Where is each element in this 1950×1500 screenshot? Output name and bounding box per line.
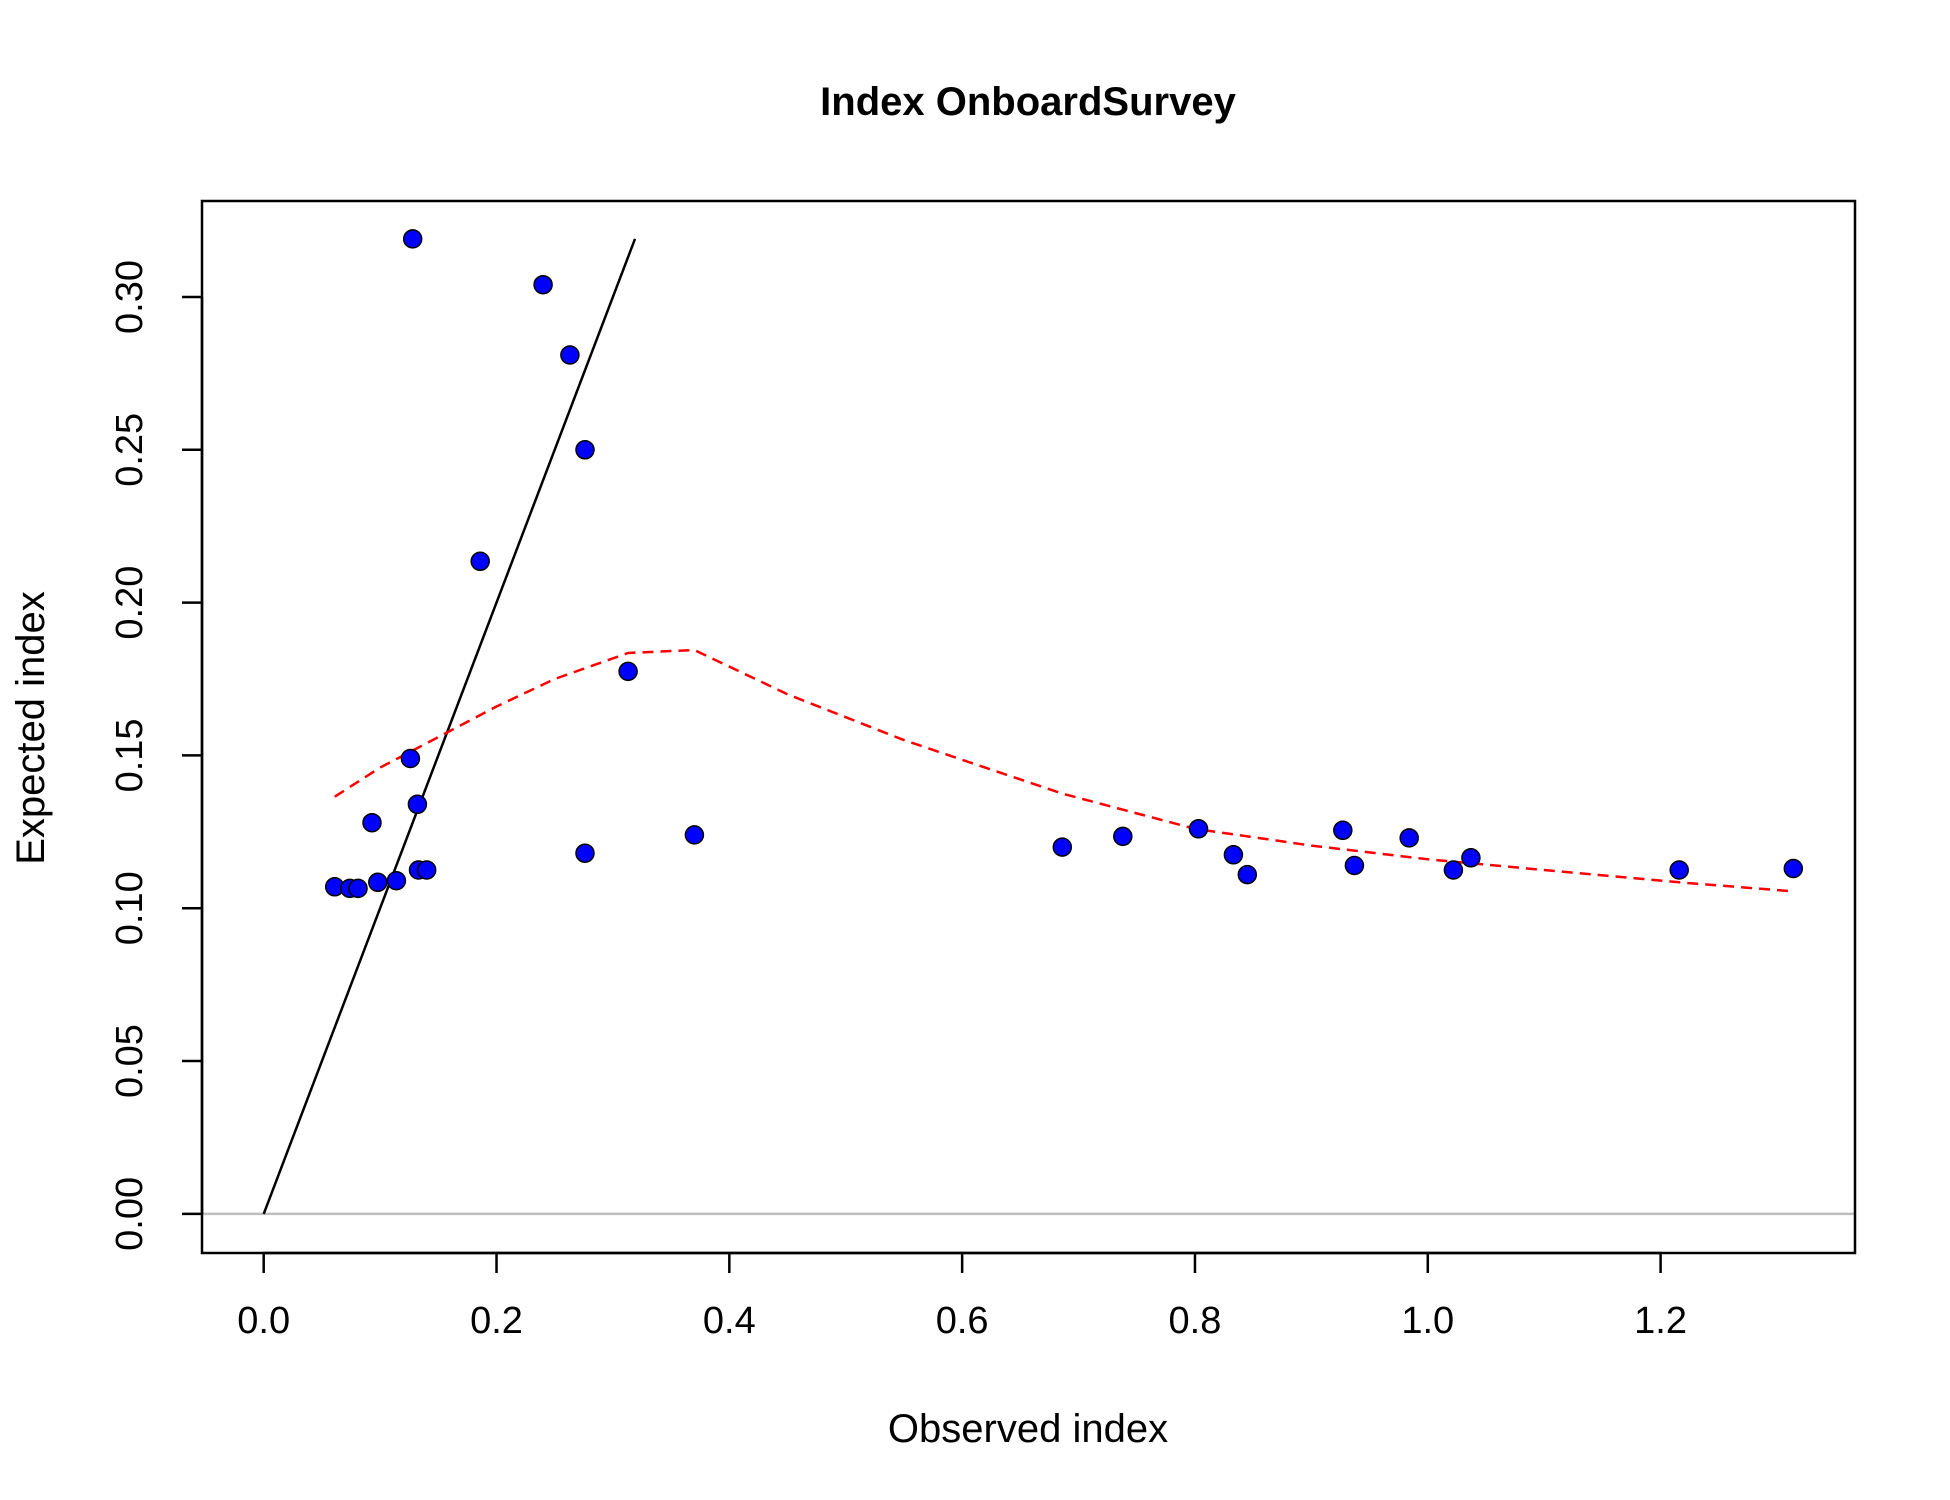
- data-point: [1461, 848, 1481, 868]
- y-tick-label: 0.00: [109, 1177, 151, 1251]
- data-point: [1113, 826, 1133, 847]
- data-point: [575, 440, 595, 460]
- y-tick-label: 0.10: [109, 871, 151, 945]
- data-point: [407, 794, 428, 815]
- data-point: [368, 872, 388, 893]
- data-point: [400, 748, 421, 769]
- data-point: [1237, 864, 1258, 885]
- data-point: [470, 551, 490, 572]
- y-tick-label: 0.05: [109, 1024, 151, 1098]
- data-point: [560, 345, 580, 365]
- x-tick-label: 0.4: [703, 1300, 756, 1342]
- x-tick-label: 0.0: [237, 1300, 290, 1342]
- x-tick-label: 1.2: [1634, 1300, 1687, 1342]
- x-tick-label: 0.6: [936, 1300, 989, 1342]
- data-point: [1399, 828, 1419, 848]
- data-point: [1223, 845, 1244, 865]
- data-point: [1443, 860, 1464, 880]
- x-tick-label: 0.8: [1169, 1300, 1222, 1342]
- data-point: [618, 661, 638, 682]
- data-point: [1669, 860, 1689, 880]
- x-tick-label: 0.2: [470, 1300, 523, 1342]
- data-point: [1333, 820, 1353, 841]
- data-point: [362, 812, 382, 833]
- y-axis-label: Expected index: [9, 591, 53, 865]
- data-point: [575, 843, 595, 863]
- chart-title: Index OnboardSurvey: [820, 80, 1236, 124]
- y-tick-label: 0.20: [109, 566, 151, 640]
- data-point: [1344, 855, 1365, 876]
- one-to-one-line: [262, 238, 637, 1215]
- data-point: [402, 229, 423, 249]
- x-tick-label: 1.0: [1401, 1300, 1454, 1342]
- data-point: [1052, 837, 1073, 857]
- x-axis-label: Observed index: [888, 1407, 1168, 1451]
- data-point: [416, 860, 437, 880]
- data-point: [386, 870, 407, 891]
- data-point: [1188, 819, 1209, 839]
- data-point: [1783, 858, 1804, 879]
- data-point: [684, 825, 705, 845]
- data-point: [348, 878, 368, 899]
- data-point: [533, 274, 553, 295]
- y-tick-label: 0.15: [109, 718, 151, 792]
- y-tick-label: 0.25: [109, 413, 151, 487]
- y-tick-label: 0.30: [109, 260, 151, 334]
- smoother-dashed-line: [334, 648, 1794, 893]
- plot-layer: 0.0 0.2 0.4 0.6 0.8 1.0 1.2 0.00 0.05 0.10 0.15 0.2…: [109, 199, 1857, 1342]
